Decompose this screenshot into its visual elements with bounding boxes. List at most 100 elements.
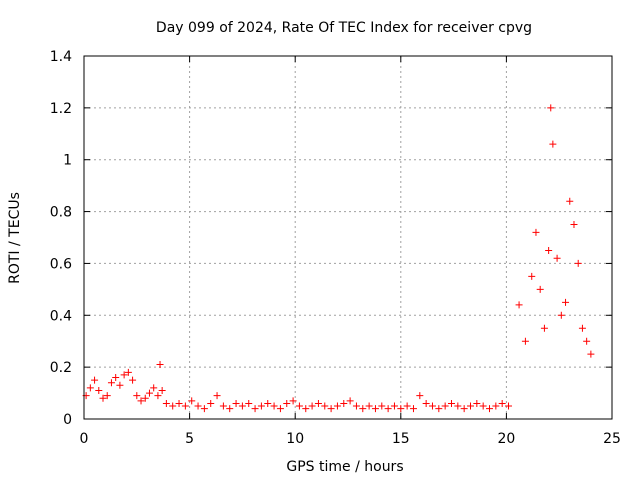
y-axis-ticks: 0 0.2 0.4 0.6 0.8 1 1.2 1.4 <box>50 49 612 428</box>
data-point <box>498 399 506 407</box>
data-point <box>112 374 120 382</box>
data-point <box>409 405 417 413</box>
data-point <box>145 389 153 397</box>
data-point <box>492 402 500 410</box>
data-point <box>540 324 548 332</box>
x-tick-label: 0 <box>80 431 89 447</box>
data-point <box>99 394 107 402</box>
x-tick-label: 20 <box>497 431 515 447</box>
data-point <box>226 405 234 413</box>
data-point <box>557 311 565 319</box>
data-point <box>154 392 162 400</box>
data-point <box>270 402 278 410</box>
data-point <box>583 337 591 345</box>
data-point <box>378 402 386 410</box>
y-tick-label: 0.4 <box>50 308 72 324</box>
data-point <box>528 272 536 280</box>
data-point <box>390 402 398 410</box>
data-point <box>384 405 392 413</box>
data-point <box>169 402 177 410</box>
data-point <box>207 399 215 407</box>
data-point <box>200 405 208 413</box>
data-point <box>570 221 578 229</box>
y-tick-label: 0 <box>63 412 72 428</box>
data-point <box>238 402 246 410</box>
data-point <box>107 379 115 387</box>
data-point <box>264 399 272 407</box>
chart-title: Day 099 of 2024, Rate Of TEC Index for r… <box>156 20 532 36</box>
data-point <box>578 324 586 332</box>
data-point <box>232 399 240 407</box>
data-point <box>416 392 424 400</box>
data-point <box>371 405 379 413</box>
x-axis-ticks: 0 5 10 15 20 25 <box>80 56 621 447</box>
data-point <box>441 402 449 410</box>
data-point <box>103 392 111 400</box>
data-point <box>532 228 540 236</box>
data-point <box>547 104 555 112</box>
data-point <box>447 399 455 407</box>
x-tick-label: 25 <box>603 431 621 447</box>
data-point <box>276 405 284 413</box>
grid-lines <box>84 56 612 419</box>
data-point <box>428 402 436 410</box>
data-point <box>116 381 124 389</box>
data-point <box>213 392 221 400</box>
data-point <box>365 402 373 410</box>
data-point <box>460 405 468 413</box>
data-point <box>359 405 367 413</box>
data-point <box>479 402 487 410</box>
data-point <box>91 376 99 384</box>
data-point <box>587 350 595 358</box>
data-point <box>95 386 103 394</box>
data-point <box>150 384 158 392</box>
data-point <box>321 402 329 410</box>
data-point <box>289 397 297 405</box>
data-point <box>327 405 335 413</box>
data-point <box>505 402 513 410</box>
data-point <box>397 405 405 413</box>
data-point <box>219 402 227 410</box>
data-point <box>158 386 166 394</box>
data-point <box>536 285 544 293</box>
data-point <box>521 337 529 345</box>
data-point <box>314 399 322 407</box>
data-point <box>251 405 259 413</box>
data-point <box>549 140 557 148</box>
data-point <box>562 298 570 306</box>
data-point <box>175 399 183 407</box>
data-point <box>120 371 128 379</box>
x-tick-label: 15 <box>392 431 410 447</box>
data-point <box>295 402 303 410</box>
y-tick-label: 1.2 <box>50 101 72 117</box>
plot-frame <box>83 55 613 420</box>
data-point <box>473 399 481 407</box>
data-point <box>422 399 430 407</box>
data-point <box>162 399 170 407</box>
x-axis-title: GPS time / hours <box>286 459 403 475</box>
data-point <box>435 405 443 413</box>
data-point <box>141 394 149 402</box>
data-point <box>133 392 141 400</box>
data-point <box>486 405 494 413</box>
y-tick-label: 0.8 <box>50 205 72 221</box>
data-point <box>574 259 582 267</box>
data-points <box>82 104 595 413</box>
data-point <box>340 399 348 407</box>
y-tick-label: 0.6 <box>50 256 72 272</box>
data-point <box>137 397 145 405</box>
data-point <box>403 402 411 410</box>
y-axis-title: ROTI / TECUs <box>7 192 23 284</box>
data-point <box>257 402 265 410</box>
data-point <box>352 402 360 410</box>
data-point <box>302 405 310 413</box>
y-tick-label: 1.4 <box>50 49 72 65</box>
data-point <box>308 402 316 410</box>
y-tick-label: 1 <box>63 153 72 169</box>
y-tick-label: 0.2 <box>50 360 72 376</box>
data-point <box>129 376 137 384</box>
data-point <box>156 361 164 369</box>
data-point <box>553 254 561 262</box>
data-point <box>346 397 354 405</box>
data-point <box>86 384 94 392</box>
